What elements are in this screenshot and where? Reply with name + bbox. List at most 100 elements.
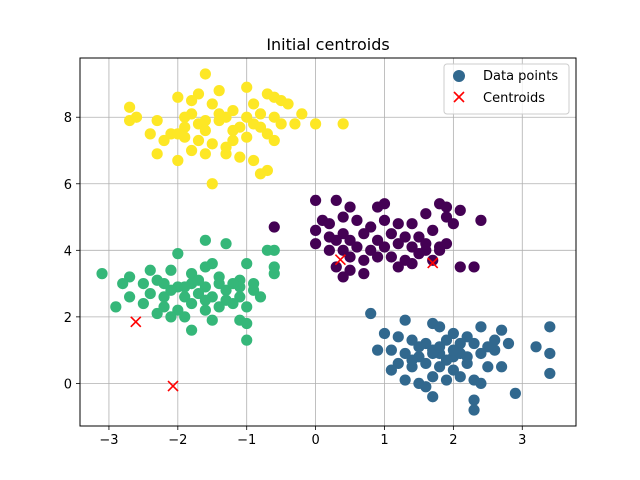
data-point bbox=[186, 94, 198, 107]
data-point bbox=[144, 128, 156, 140]
data-point bbox=[192, 134, 205, 147]
data-point bbox=[454, 261, 466, 273]
data-point bbox=[172, 248, 184, 260]
data-point bbox=[378, 241, 391, 253]
data-point bbox=[261, 244, 273, 256]
data-point bbox=[427, 391, 439, 403]
data-point bbox=[241, 111, 253, 123]
data-point bbox=[151, 114, 163, 127]
data-point bbox=[179, 291, 191, 303]
data-point bbox=[447, 327, 459, 340]
data-point bbox=[427, 254, 439, 266]
data-point bbox=[496, 361, 508, 373]
data-point bbox=[275, 118, 287, 130]
x-tick-label: −3 bbox=[99, 433, 118, 448]
data-point bbox=[330, 234, 342, 246]
data-point bbox=[186, 268, 198, 280]
data-point bbox=[289, 118, 301, 130]
data-point bbox=[468, 394, 480, 406]
data-point bbox=[399, 231, 411, 243]
data-point bbox=[440, 334, 453, 346]
data-point bbox=[378, 327, 391, 340]
legend-marker-centroids bbox=[453, 91, 465, 103]
data-point bbox=[454, 204, 466, 216]
data-point bbox=[158, 291, 170, 303]
data-point bbox=[440, 374, 453, 386]
data-point bbox=[172, 154, 184, 167]
x-tick-label: −2 bbox=[168, 433, 187, 448]
data-point bbox=[110, 301, 122, 313]
data-point bbox=[296, 108, 308, 120]
y-tick-label: 0 bbox=[64, 377, 72, 392]
data-point bbox=[268, 261, 280, 273]
data-point bbox=[337, 271, 349, 283]
centroid-marker bbox=[167, 380, 179, 392]
y-tick-label: 6 bbox=[64, 178, 72, 193]
data-point bbox=[344, 264, 356, 276]
data-point bbox=[365, 244, 377, 256]
data-point bbox=[199, 294, 211, 306]
data-point bbox=[344, 251, 356, 263]
data-point bbox=[158, 301, 170, 313]
data-point bbox=[406, 241, 418, 253]
data-point bbox=[427, 224, 439, 236]
data-point bbox=[151, 148, 163, 160]
data-point bbox=[227, 134, 239, 147]
data-point bbox=[337, 244, 349, 256]
data-point bbox=[179, 281, 191, 293]
data-point bbox=[254, 291, 267, 303]
data-point bbox=[385, 344, 397, 356]
data-point bbox=[199, 114, 211, 127]
data-point bbox=[199, 124, 211, 137]
data-point bbox=[213, 301, 225, 313]
data-point bbox=[199, 261, 211, 273]
data-point bbox=[544, 347, 556, 360]
data-point bbox=[124, 291, 136, 303]
data-point bbox=[344, 201, 356, 213]
data-point bbox=[186, 324, 198, 336]
data-point bbox=[186, 144, 198, 157]
data-point bbox=[482, 361, 494, 373]
centroid-marker bbox=[427, 257, 439, 269]
data-point bbox=[358, 268, 370, 280]
data-point bbox=[461, 331, 473, 343]
data-point bbox=[158, 134, 170, 147]
data-point bbox=[406, 218, 418, 230]
data-point bbox=[241, 258, 253, 270]
data-point bbox=[434, 244, 446, 256]
y-tick-label: 8 bbox=[64, 111, 72, 126]
data-point bbox=[406, 258, 418, 270]
data-point bbox=[544, 367, 556, 380]
data-point bbox=[124, 114, 136, 127]
data-point bbox=[206, 314, 218, 326]
data-point bbox=[372, 251, 384, 263]
data-point bbox=[124, 101, 136, 113]
legend-label-data-points: Data points bbox=[483, 69, 558, 84]
data-point bbox=[447, 344, 459, 356]
data-point bbox=[454, 371, 466, 383]
data-point bbox=[399, 374, 411, 386]
data-point bbox=[434, 361, 446, 373]
data-point bbox=[310, 194, 322, 207]
axis-ticks: −3 −2 −1 0 1 2 3 0 2 4 6 8 bbox=[64, 111, 527, 448]
data-point bbox=[489, 334, 501, 346]
centroid-marker bbox=[130, 316, 142, 328]
data-point bbox=[199, 68, 211, 80]
data-point bbox=[192, 287, 205, 300]
data-point bbox=[440, 354, 453, 366]
data-point bbox=[468, 404, 480, 416]
data-point bbox=[420, 357, 432, 370]
data-point bbox=[420, 381, 432, 393]
data-point bbox=[323, 218, 335, 230]
data-point bbox=[385, 228, 397, 240]
data-point bbox=[475, 377, 487, 390]
data-points-layer bbox=[96, 68, 556, 416]
data-point bbox=[227, 277, 239, 290]
data-point bbox=[220, 284, 232, 296]
data-point bbox=[385, 251, 397, 263]
data-point bbox=[434, 321, 446, 333]
data-point bbox=[406, 334, 418, 346]
data-point bbox=[172, 304, 184, 316]
data-point bbox=[310, 224, 322, 236]
